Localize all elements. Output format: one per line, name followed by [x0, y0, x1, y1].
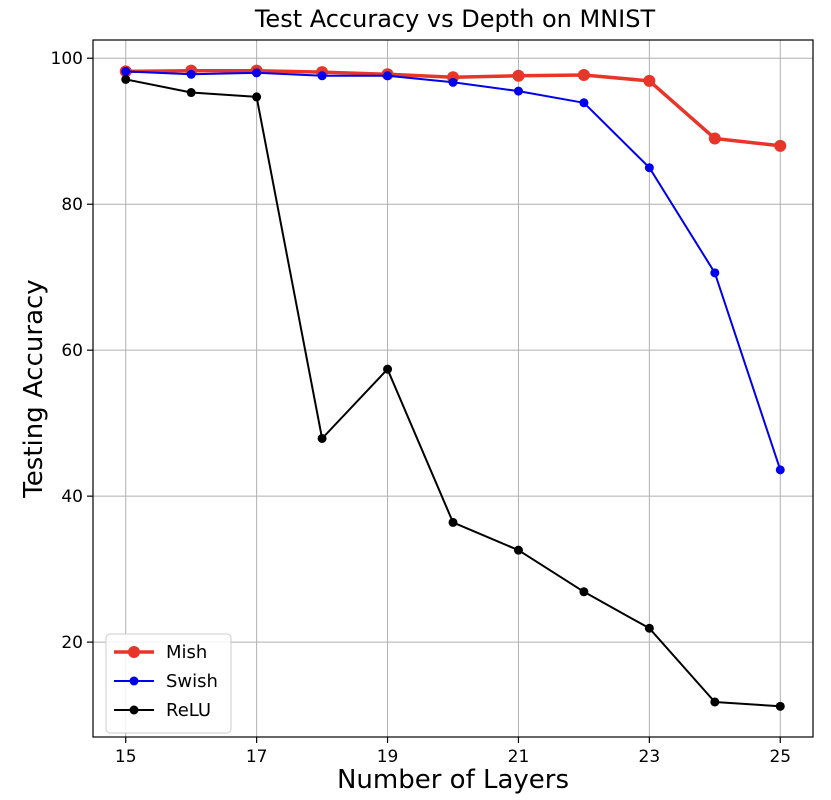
series-mish [119, 64, 787, 152]
y-axis-label: Testing Accuracy [19, 279, 49, 498]
x-tick-label: 17 [246, 747, 268, 767]
data-point-relu [186, 88, 196, 98]
x-tick-label: 23 [639, 747, 661, 767]
data-point-swish [448, 77, 458, 87]
plot-area [92, 39, 814, 738]
series-relu [121, 74, 785, 711]
legend-label-mish: Mish [166, 642, 207, 663]
data-point-relu [121, 74, 131, 84]
data-point-mish [708, 132, 721, 145]
series-swish [121, 66, 785, 475]
x-axis-label: Number of Layers [337, 765, 569, 795]
data-point-swish [186, 69, 196, 79]
legend: Mish Swish ReLU [105, 633, 232, 734]
series-line-relu [125, 78, 781, 708]
data-point-swish [579, 98, 589, 108]
data-point-mish [774, 139, 787, 152]
y-tick-label: 100 [51, 49, 83, 69]
x-tick-label: 19 [377, 747, 399, 767]
axis-ticks: 15 17 19 21 23 25 20 40 60 80 100 [51, 49, 792, 767]
legend-label-swish: Swish [166, 671, 218, 692]
data-point-relu [383, 364, 393, 374]
y-tick-label: 60 [61, 341, 83, 361]
y-tick-label: 40 [61, 487, 83, 507]
data-point-mish [577, 69, 590, 82]
legend-swatch-marker-swish [129, 676, 139, 686]
data-point-swish [644, 163, 654, 173]
data-point-swish [121, 66, 131, 76]
data-point-relu [448, 517, 458, 527]
data-point-swish [710, 268, 720, 278]
chart-title: Test Accuracy vs Depth on MNIST [254, 5, 656, 33]
data-point-relu [579, 587, 589, 597]
legend-swatch-marker-relu [129, 705, 139, 715]
legend-label-relu: ReLU [166, 700, 211, 721]
data-point-swish [317, 71, 327, 81]
data-point-relu [710, 697, 720, 707]
data-point-relu [252, 92, 262, 102]
y-tick-label: 80 [61, 195, 83, 215]
series-line-swish [125, 70, 782, 471]
series-lines [119, 64, 787, 711]
x-tick-label: 21 [508, 747, 530, 767]
x-tick-label: 15 [115, 747, 137, 767]
data-point-swish [513, 86, 523, 96]
legend-swatch-marker-mish [128, 646, 140, 658]
data-point-relu [775, 701, 785, 711]
y-tick-label: 20 [61, 633, 83, 653]
data-point-mish [512, 69, 525, 82]
data-point-swish [383, 71, 393, 81]
gridlines [93, 40, 813, 737]
data-point-mish [643, 74, 656, 87]
data-point-relu [317, 433, 327, 443]
data-point-relu [513, 545, 523, 555]
data-point-swish [775, 465, 785, 475]
x-tick-label: 25 [769, 747, 791, 767]
data-point-relu [644, 623, 654, 633]
data-point-swish [252, 68, 262, 78]
